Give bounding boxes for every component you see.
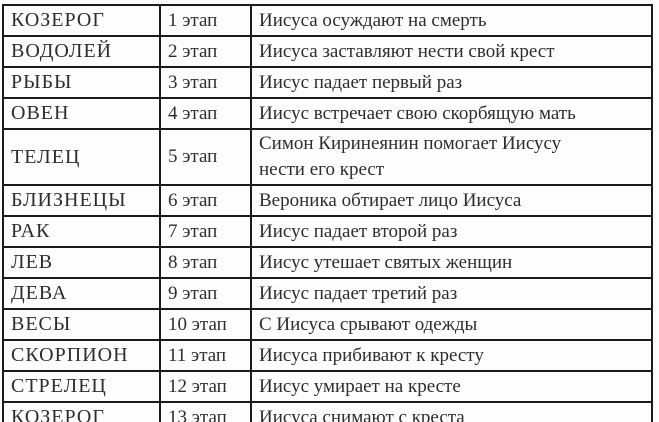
description-cell: Иисус падает первый раз [250, 66, 653, 99]
table-row: КОЗЕРОГ 13 этап Иисуса снимают с креста [2, 401, 653, 422]
description-text: Иисус падает первый раз [259, 71, 463, 93]
description-text: Иисус падает третий раз [259, 282, 458, 304]
stage-cell: 4 этап [159, 97, 252, 130]
zodiac-cell: КОЗЕРОГ [2, 401, 161, 422]
stage-cell: 9 этап [159, 277, 252, 310]
description-text: Иисуса осуждают на смерть [259, 9, 487, 31]
zodiac-cell: БЛИЗНЕЦЫ [2, 184, 161, 217]
description-cell: Иисуса прибивают к кресту [250, 339, 653, 372]
description-cell: Иисус падает второй раз [250, 215, 653, 248]
stage-cell: 8 этап [159, 246, 252, 279]
description-cell: Иисуса осуждают на смерть [250, 4, 653, 37]
stage-cell: 2 этап [159, 35, 252, 68]
table-row: ОВЕН 4 этап Иисус встречает свою скорбящ… [2, 97, 653, 130]
zodiac-cell: ВОДОЛЕЙ [2, 35, 161, 68]
description-cell: Симон Киринеянин помогает Иисусу нести е… [250, 128, 653, 186]
zodiac-cell: КОЗЕРОГ [2, 4, 161, 37]
stage-cell: 5 этап [159, 128, 252, 186]
description-text: С Иисуса срывают одежды [259, 313, 478, 335]
zodiac-cell: ДЕВА [2, 277, 161, 310]
table-row: ЛЕВ 8 этап Иисус утешает святых женщин [2, 246, 653, 279]
table-row: РЫБЫ 3 этап Иисус падает первый раз [2, 66, 653, 99]
description-cell: Иисуса снимают с креста [250, 401, 653, 422]
table-row: БЛИЗНЕЦЫ 6 этап Вероника обтирает лицо И… [2, 184, 653, 217]
zodiac-cell: СКОРПИОН [2, 339, 161, 372]
description-cell: Иисуса заставляют нести свой крест [250, 35, 653, 68]
table-row: РАК 7 этап Иисус падает второй раз [2, 215, 653, 248]
zodiac-cell: ОВЕН [2, 97, 161, 130]
description-text: Иисуса заставляют нести свой крест [259, 40, 555, 62]
table-row: СТРЕЛЕЦ 12 этап Иисус умирает на кресте [2, 370, 653, 403]
stage-cell: 1 этап [159, 4, 252, 37]
table-row: ВОДОЛЕЙ 2 этап Иисуса заставляют нести с… [2, 35, 653, 68]
description-cell: Иисус падает третий раз [250, 277, 653, 310]
stage-cell: 12 этап [159, 370, 252, 403]
description-cell: С Иисуса срывают одежды [250, 308, 653, 341]
description-cell: Иисус умирает на кресте [250, 370, 653, 403]
description-cell: Иисус утешает святых женщин [250, 246, 653, 279]
zodiac-cell: ВЕСЫ [2, 308, 161, 341]
description-text: Иисуса прибивают к кресту [259, 344, 484, 366]
description-text: Иисус утешает святых женщин [259, 251, 513, 273]
stations-table: КОЗЕРОГ 1 этап Иисуса осуждают на смерть… [2, 4, 653, 422]
stage-cell: 10 этап [159, 308, 252, 341]
zodiac-cell: ТЕЛЕЦ [2, 128, 161, 186]
description-cell: Иисус встречает свою скорбящую мать [250, 97, 653, 130]
table-row: ТЕЛЕЦ 5 этап Симон Киринеянин помогает И… [2, 128, 653, 186]
description-text: Иисус падает второй раз [259, 220, 458, 242]
description-cell: Вероника обтирает лицо Иисуса [250, 184, 653, 217]
description-text: Вероника обтирает лицо Иисуса [259, 189, 522, 211]
table-row: ДЕВА 9 этап Иисус падает третий раз [2, 277, 653, 310]
zodiac-cell: РАК [2, 215, 161, 248]
stage-cell: 11 этап [159, 339, 252, 372]
table-row: КОЗЕРОГ 1 этап Иисуса осуждают на смерть [2, 4, 653, 37]
zodiac-cell: ЛЕВ [2, 246, 161, 279]
description-text: Симон Киринеянин помогает Иисусу нести е… [259, 133, 562, 180]
stage-cell: 6 этап [159, 184, 252, 217]
stage-cell: 7 этап [159, 215, 252, 248]
table-row: ВЕСЫ 10 этап С Иисуса срывают одежды [2, 308, 653, 341]
description-text: Иисуса снимают с креста [259, 406, 465, 422]
table-row: СКОРПИОН 11 этап Иисуса прибивают к крес… [2, 339, 653, 372]
stage-cell: 3 этап [159, 66, 252, 99]
stage-cell: 13 этап [159, 401, 252, 422]
zodiac-cell: РЫБЫ [2, 66, 161, 99]
description-text: Иисус умирает на кресте [259, 375, 461, 397]
zodiac-cell: СТРЕЛЕЦ [2, 370, 161, 403]
description-text: Иисус встречает свою скорбящую мать [259, 102, 576, 124]
